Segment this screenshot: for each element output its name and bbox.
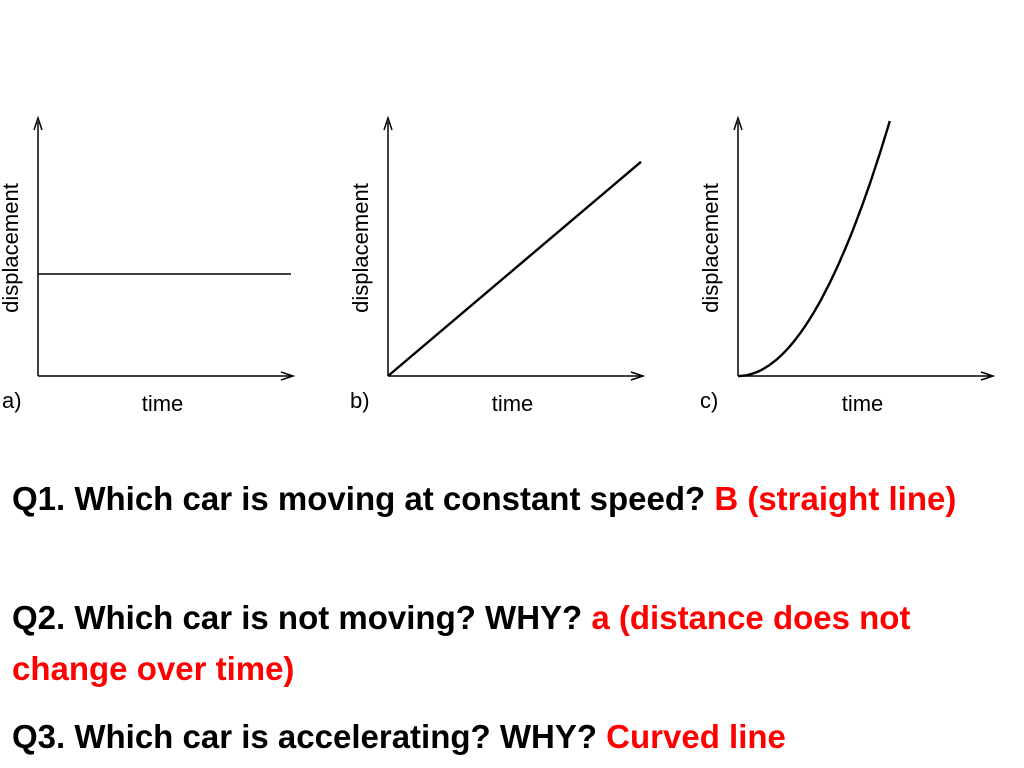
- question-3-text: Q3. Which car is accelerating? WHY?: [12, 718, 607, 755]
- y-axis-arrow: [33, 115, 43, 131]
- panel-label: c): [700, 388, 718, 413]
- question-1-text: Q1. Which car is moving at constant spee…: [12, 480, 715, 517]
- data-line: [387, 160, 642, 377]
- chart-panel-3: time displacement c): [698, 115, 996, 416]
- y-axis-arrow: [733, 115, 743, 131]
- chart-panel-2: time displacement b): [348, 115, 646, 416]
- x-axis-arrow: [630, 371, 646, 381]
- question-2-answer: a (distance does not change over time): [12, 599, 911, 687]
- question-3-answer: Curved line: [606, 718, 786, 755]
- data-line: [737, 120, 891, 378]
- x-axis-label: time: [492, 391, 534, 416]
- x-axis-label: time: [842, 391, 884, 416]
- y-axis-label: displacement: [348, 183, 373, 313]
- panel-label: b): [350, 388, 370, 413]
- question-2: Q2. Which car is not moving? WHY? a (dis…: [12, 592, 1012, 694]
- panel-label: a): [2, 388, 22, 413]
- y-axis-label: displacement: [698, 183, 723, 313]
- question-3: Q3. Which car is accelerating? WHY? Curv…: [12, 711, 1012, 762]
- question-1-answer: B (straight line): [714, 480, 957, 517]
- question-1: Q1. Which car is moving at constant spee…: [12, 473, 1012, 524]
- x-axis-arrow: [280, 371, 296, 381]
- x-axis-arrow: [980, 371, 996, 381]
- x-axis-label: time: [142, 391, 184, 416]
- question-2-text: Q2. Which car is not moving? WHY?: [12, 599, 592, 636]
- y-axis-arrow: [383, 115, 393, 131]
- y-axis-label: displacement: [0, 183, 23, 313]
- chart-panel-1: time displacement a): [0, 115, 296, 416]
